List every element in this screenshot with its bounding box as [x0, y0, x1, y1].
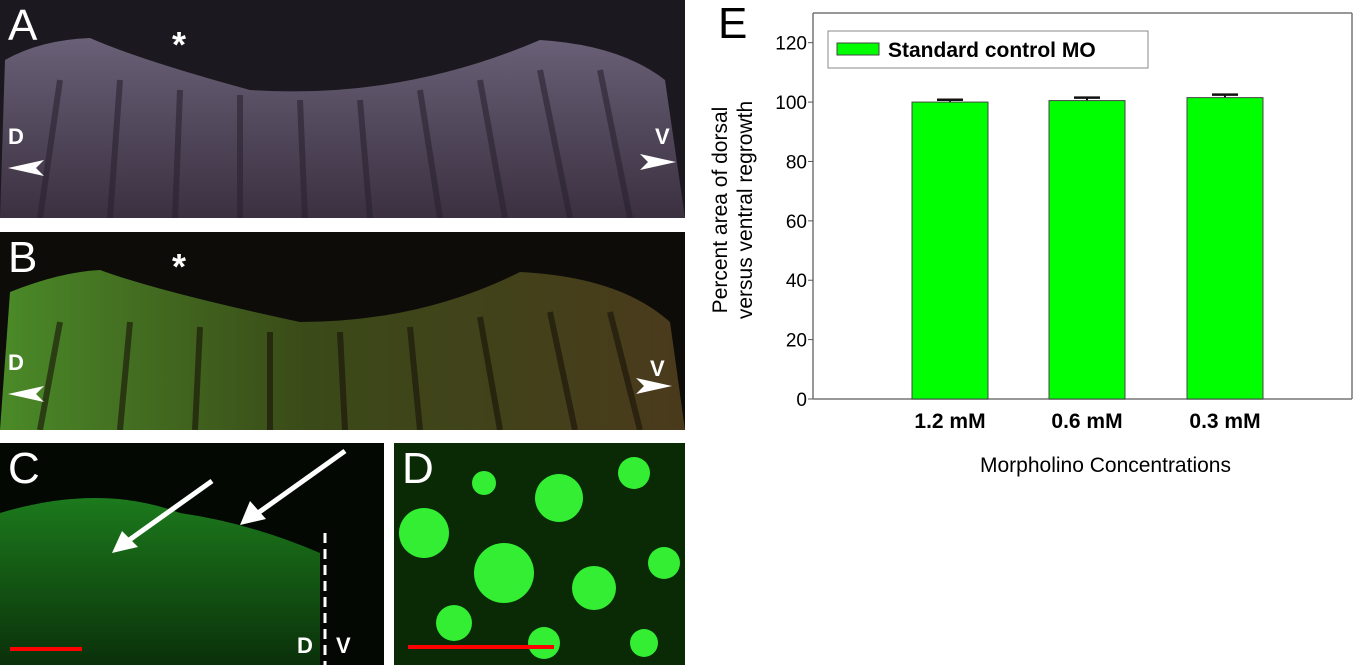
- arrowhead-icon: [8, 160, 44, 176]
- x-tick-label: 1.2 mM: [914, 410, 985, 433]
- panel-label: A: [8, 1, 38, 50]
- fin-brightfield-image: [0, 38, 685, 218]
- panel-b-image: B * D V: [0, 232, 685, 430]
- panel-label: D: [402, 444, 434, 493]
- panel-a-image: A * D V: [0, 0, 685, 218]
- ventral-label: V: [650, 356, 665, 381]
- arrow-icon: [123, 478, 214, 546]
- y-tick-label: 120: [775, 34, 807, 55]
- panel-label: B: [8, 233, 38, 282]
- y-tick-label: 40: [786, 271, 807, 292]
- x-axis-label: Morpholino Concentrations: [980, 454, 1231, 477]
- fluorescence-cells-image: [399, 457, 680, 659]
- x-tick-label: 0.3 mM: [1189, 410, 1260, 433]
- dorsal-label: D: [8, 350, 24, 375]
- panel-c-image: C D V: [0, 443, 384, 665]
- bar: [1186, 97, 1264, 400]
- arrow-icon: [256, 448, 347, 516]
- y-axis-label: Percent area of dorsalversus ventral reg…: [709, 101, 757, 319]
- arrowhead-icon: [636, 378, 672, 394]
- fluorescence-closeup-image: [0, 448, 347, 665]
- arrowhead-icon: [640, 154, 676, 170]
- ventral-label: V: [336, 633, 351, 658]
- y-tick-label: 60: [786, 212, 807, 233]
- y-tick-label: 80: [786, 152, 807, 173]
- legend-label: Standard control MO: [888, 39, 1096, 62]
- dorsal-label: D: [8, 124, 24, 149]
- legend-swatch: [836, 42, 880, 56]
- bar: [1048, 100, 1126, 400]
- asterisk-marker: *: [172, 24, 187, 65]
- y-tick-label: 100: [775, 93, 807, 114]
- legend-box: [827, 30, 1149, 69]
- panel-label: C: [8, 444, 40, 493]
- panel-label: E: [718, 0, 747, 48]
- fin-fluorescence-image: [0, 270, 685, 430]
- y-tick-label: 20: [786, 331, 807, 352]
- dorsal-label: D: [297, 633, 313, 658]
- bar-chart: E 0 20 40 60 80 100 120 Percent area of dorsalve…: [690, 0, 1367, 490]
- asterisk-marker: *: [172, 246, 187, 287]
- ventral-label: V: [655, 124, 670, 149]
- x-tick-label: 0.6 mM: [1051, 410, 1122, 433]
- y-tick-label: 0: [796, 390, 807, 411]
- arrowhead-icon: [8, 386, 44, 402]
- bar: [911, 101, 989, 400]
- panel-d-image: D: [394, 443, 685, 665]
